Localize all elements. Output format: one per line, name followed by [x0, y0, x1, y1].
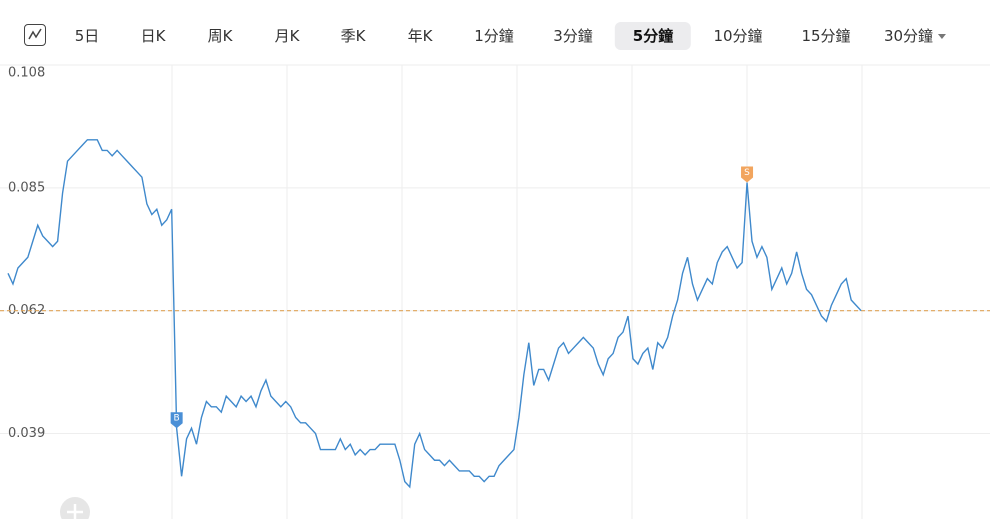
y-tick-label: 0.039	[8, 426, 45, 441]
tab[interactable]: 1分鐘	[456, 22, 532, 50]
tab[interactable]: 15分鐘	[783, 22, 868, 50]
y-tick-label: 0.085	[8, 180, 45, 195]
tab[interactable]: 年K	[390, 22, 451, 50]
tab-label: 日K	[140, 27, 166, 45]
price-line	[7, 139, 862, 489]
tab-label: 年K	[407, 27, 433, 45]
chart-type-icon[interactable]	[24, 24, 46, 46]
tab[interactable]: 周K	[190, 22, 251, 50]
trade-marker: S	[741, 166, 754, 183]
marker-badge	[170, 412, 183, 429]
y-tick-label: 0.062	[8, 303, 45, 318]
tab[interactable]: 月K	[257, 22, 318, 50]
tab[interactable]: 10分鐘	[695, 22, 780, 50]
marker-label: B	[174, 414, 180, 424]
dropdown-arrow	[938, 34, 947, 39]
marker-badge	[741, 166, 754, 183]
tab[interactable]: 3分鐘	[535, 22, 611, 50]
y-tick-label: 0.108	[8, 66, 45, 81]
tab-label: 季K	[340, 27, 366, 45]
tab[interactable]: 30分鐘	[866, 22, 964, 50]
tab[interactable]: 5日	[57, 22, 118, 50]
tab-label: 30分鐘	[883, 27, 934, 45]
tab-label: 15分鐘	[801, 27, 851, 45]
tab-label: 5日	[74, 27, 100, 45]
tab[interactable]: 日K	[123, 22, 184, 50]
tab-label: 周K	[207, 27, 233, 45]
tab-bar: 5日 日K 周K 月K 季K 年K 1分鐘 3分鐘 5分鐘 10分鐘 15分鐘 30分鐘	[0, 18, 990, 54]
tab[interactable]: 5分鐘	[614, 22, 692, 50]
tab-label: 5分鐘	[632, 27, 674, 45]
tab-label: 10分鐘	[713, 27, 763, 45]
marker-label: S	[744, 168, 750, 178]
trade-marker: B	[170, 412, 183, 429]
add-button[interactable]	[60, 497, 90, 519]
vertical-grid	[171, 65, 863, 519]
tab-label: 3分鐘	[553, 27, 593, 45]
tab[interactable]: 季K	[323, 22, 384, 50]
icon-glyph	[28, 28, 42, 40]
tab-label: 月K	[274, 27, 300, 45]
tab-label: 1分鐘	[474, 27, 514, 45]
